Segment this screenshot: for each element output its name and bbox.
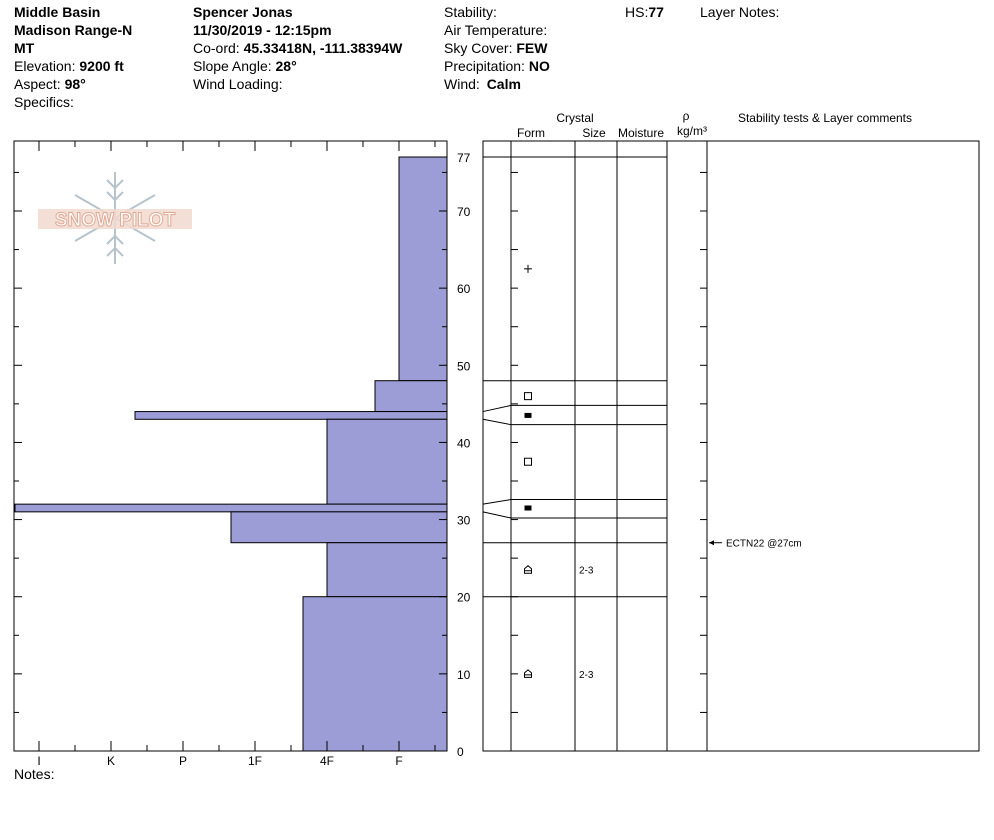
comments-header: Stability tests & Layer comments [738,111,912,125]
height-tick-label: 20 [457,591,471,605]
faceted-crystal-icon [524,392,532,401]
layer-notes-label: Layer Notes: [700,4,780,20]
hs-label: HS: [625,4,649,20]
specifics-label: Specifics: [14,94,74,110]
height-tick-label: 10 [457,668,471,682]
layer-lines [482,380,667,598]
stability-test-label: ECTN22 @27cm [726,539,802,550]
hardness-layer-bar [326,418,448,505]
slope-value: 28° [275,58,297,74]
hs-value: 77 [648,4,664,20]
wind-loading-label: Wind Loading: [193,76,283,92]
hardness-layer-bar [14,503,448,513]
hardness-layers [14,156,448,752]
crystal-symbols: 2-3 2-3 [524,264,594,681]
height-tick-label: 30 [457,514,471,528]
height-tick-label: 77 [457,151,471,165]
wind-row: Wind: Calm [444,75,550,93]
elevation-label: Elevation: [14,58,76,74]
height-tick-label: 40 [457,436,471,450]
coord-label: Co-ord: [193,40,240,56]
size-header: Size [582,126,606,140]
precipitation-particle-icon [524,264,532,273]
height-tick-label: 0 [457,745,464,759]
table-ticks [483,156,707,752]
hardness-tick-label: P [179,754,187,768]
depth-hoar-outline [524,669,532,678]
hardness-layer-bar [398,156,448,382]
hardness-ticks: I K P 1F 4F F [37,141,436,768]
depth-hoar-icon [524,669,532,678]
range-name: Madison Range-N [14,22,133,38]
hs-row: HS:77 [625,3,664,21]
stability-test-arrowhead [709,540,714,546]
sky-value: FEW [516,40,548,56]
notes-label: Notes: [14,766,55,782]
coord-value: 45.33418N, -111.38394W [243,40,403,56]
form-header: Form [517,126,545,140]
moisture-header: Moisture [618,126,664,140]
observer-name: Spencer Jonas [193,4,293,20]
layer-connector-line [482,404,512,413]
observation-datetime: 11/30/2019 - 12:15pm [193,22,332,38]
layer-connector-line [482,418,512,426]
layer-connector-line [482,511,512,519]
rho-header: ρ [683,109,690,123]
crystal-size-label: 2-3 [579,670,594,681]
hardness-tick-label: 1F [248,754,262,768]
surface-hoar-icon [524,412,532,418]
hardness-layer-bar [230,511,448,544]
height-tick-label: 50 [457,359,471,373]
elevation-row: Elevation: 9200 ft [14,57,132,75]
header-location-block: Middle Basin Madison Range-N MT Elevatio… [14,3,132,111]
hardness-tick-label: I [37,754,40,768]
air-temp-label: Air Temperature: [444,22,548,38]
sky-label: Sky Cover: [444,40,513,56]
height-axis: 0 10 20 30 40 50 60 70 77 [14,151,471,759]
state-name: MT [14,40,35,56]
depth-hoar-icon [524,565,532,574]
crystal-header: Crystal [556,111,593,125]
wind-label: Wind: [444,76,480,92]
precip-row: Precipitation: NO [444,57,550,75]
aspect-value: 98° [64,76,86,92]
hardness-layer-bar [134,411,448,420]
logo-banner [38,209,192,229]
hardness-layer-bar [374,380,448,413]
hardness-tick-label: F [395,754,402,768]
surface-hoar-icon [524,505,532,511]
density-unit-header: kg/m³ [677,124,707,138]
slope-row: Slope Angle: 28° [193,57,402,75]
faceted-crystal-icon [524,457,532,466]
hardness-tick-label: K [107,754,115,768]
location-name: Middle Basin [14,4,101,20]
sky-row: Sky Cover: FEW [444,39,550,57]
slope-label: Slope Angle: [193,58,272,74]
layer-connector-line [482,499,512,505]
precip-label: Precipitation: [444,58,525,74]
hardness-tick-label: 4F [320,754,334,768]
height-tick-label: 70 [457,205,471,219]
crystal-size-label: 2-3 [579,566,594,577]
layer-table-frame [482,140,980,752]
aspect-label: Aspect: [14,76,61,92]
elevation-value: 9200 ft [79,58,124,74]
depth-hoar-outline [524,565,532,574]
stability-tests: ECTN22 @27cm [709,539,802,550]
snowpilot-logo: SNOW PILOT [38,172,192,264]
height-tick-label: 60 [457,282,471,296]
coord-row: Co-ord: 45.33418N, -111.38394W [193,39,402,57]
stability-label: Stability: [444,4,497,20]
aspect-row: Aspect: 98° [14,75,132,93]
hardness-layer-bar [302,596,448,752]
precip-value: NO [528,58,550,74]
hardness-layer-bar [326,542,448,598]
header-conditions-block: Stability: Air Temperature: Sky Cover: F… [444,3,550,93]
header-observer-block: Spencer Jonas 11/30/2019 - 12:15pm Co-or… [193,3,402,93]
hardness-frame [13,140,448,752]
logo-text: SNOW PILOT [55,210,176,231]
wind-value: Calm [486,76,521,92]
